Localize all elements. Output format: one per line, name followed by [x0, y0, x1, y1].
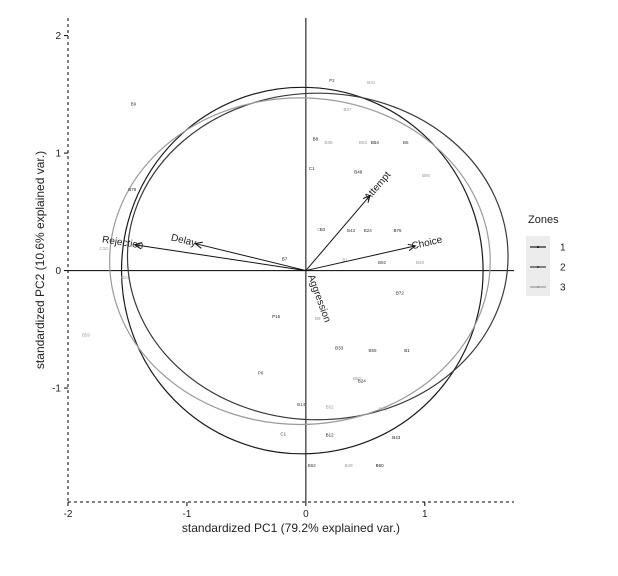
y-tick-label: -1	[52, 384, 61, 395]
legend: Zones 1 2 3	[526, 214, 566, 296]
x-tick-label: -2	[64, 509, 73, 520]
legend-key-dot-3	[536, 285, 540, 289]
point-label: B3	[320, 227, 326, 232]
point-label: B39	[324, 140, 333, 145]
point-label: B1	[342, 258, 348, 263]
point-label: P2	[329, 78, 335, 83]
legend-title: Zones	[528, 214, 559, 226]
point-label: C6	[317, 227, 323, 232]
y-axis-title: standardized PC2 (10.6% explained var.)	[33, 151, 47, 369]
point-label: B59	[82, 333, 91, 338]
point-label: B7	[282, 256, 288, 261]
loading-arrow-delay	[195, 243, 306, 272]
point-label: B92	[378, 260, 387, 265]
legend-items: 1 2 3	[530, 243, 566, 294]
y-axis-ticks: -1 0 1 2	[52, 31, 68, 395]
point-label: B60	[376, 463, 385, 468]
zone-ellipses	[109, 86, 509, 455]
x-tick-label: 1	[422, 509, 428, 520]
point-label: B63	[359, 140, 368, 145]
y-tick-label: 0	[55, 266, 61, 277]
point-label: C1	[309, 166, 315, 171]
point-label: B37	[343, 107, 352, 112]
point-label: C10	[100, 246, 109, 251]
x-tick-label: 0	[303, 509, 309, 520]
point-label: B26	[379, 407, 388, 412]
point-label: P15	[272, 314, 281, 319]
point-label: B24	[358, 379, 367, 384]
loading-arrow-choice	[305, 245, 416, 272]
loading-arrowhead-rejection	[133, 242, 143, 250]
point-label: B43	[392, 435, 401, 440]
y-tick-label: 2	[55, 31, 61, 42]
point-label: B62	[308, 463, 317, 468]
point-label: B76	[393, 228, 402, 233]
point-label: B72	[396, 290, 405, 295]
legend-label-1: 1	[560, 243, 566, 254]
point-label: B8	[315, 316, 321, 321]
x-axis-title: standardized PC1 (79.2% explained var.)	[182, 521, 400, 535]
loading-label-delay: Delay	[170, 232, 197, 249]
point-label: B33	[335, 346, 344, 351]
point-label: P8	[258, 370, 264, 375]
point-label: B6	[403, 140, 409, 145]
point-label: B50	[353, 376, 362, 381]
point-label: B48	[354, 169, 363, 174]
legend-label-2: 2	[560, 263, 566, 274]
y-tick-label: 1	[55, 149, 61, 160]
point-label: B90	[422, 173, 431, 178]
point-label: B48	[345, 463, 354, 468]
zone-3-ellipse	[109, 97, 491, 426]
zone-1-ellipse	[120, 86, 484, 455]
legend-key-dot-1	[536, 245, 540, 249]
legend-key-dot-2	[536, 265, 540, 269]
loading-arrow-rejection	[134, 244, 306, 272]
legend-label-3: 3	[560, 283, 566, 294]
loading-label-choice: Choice	[411, 235, 444, 253]
point-label: B1	[404, 348, 410, 353]
point-label: B14	[297, 402, 306, 407]
point-labels: B76 B48 B54 B76 B72 B1 B8 C1 B7 P15 B12 B43 B33 B24 B6…	[82, 78, 431, 468]
loading-arrowhead-delay	[194, 241, 203, 249]
zone-2-ellipse	[126, 92, 509, 421]
point-label: C1	[280, 431, 286, 436]
point-label: B54	[371, 140, 380, 145]
point-label: B9	[131, 101, 137, 106]
x-axis-ticks: -2 -1 0 1	[64, 502, 428, 520]
point-label: B76	[128, 187, 137, 192]
point-label: B24	[364, 228, 373, 233]
loading-arrowhead-choice	[407, 243, 417, 251]
point-label: B52	[326, 404, 335, 409]
point-label: B59	[368, 348, 377, 353]
axes: -2 -1 0 1 -1 0 1 2 standardized PC1 (79.2% exp…	[33, 18, 514, 535]
point-label: B31	[367, 80, 376, 85]
point-label: B43	[347, 228, 356, 233]
x-tick-label: -1	[182, 509, 191, 520]
plot-area: B76 B48 B54 B76 B72 B1 B8 C1 B7 P15 B12 B43 B33 B24 B6…	[68, 18, 514, 502]
point-label: B8	[313, 137, 319, 142]
point-label: B24	[121, 275, 130, 280]
point-label: B12	[326, 433, 335, 438]
loading-label-attempt: Attempt	[363, 170, 394, 204]
point-label: B48	[416, 260, 425, 265]
loading-arrow-attempt	[305, 195, 371, 271]
loading-arrowhead-attempt	[362, 194, 371, 203]
